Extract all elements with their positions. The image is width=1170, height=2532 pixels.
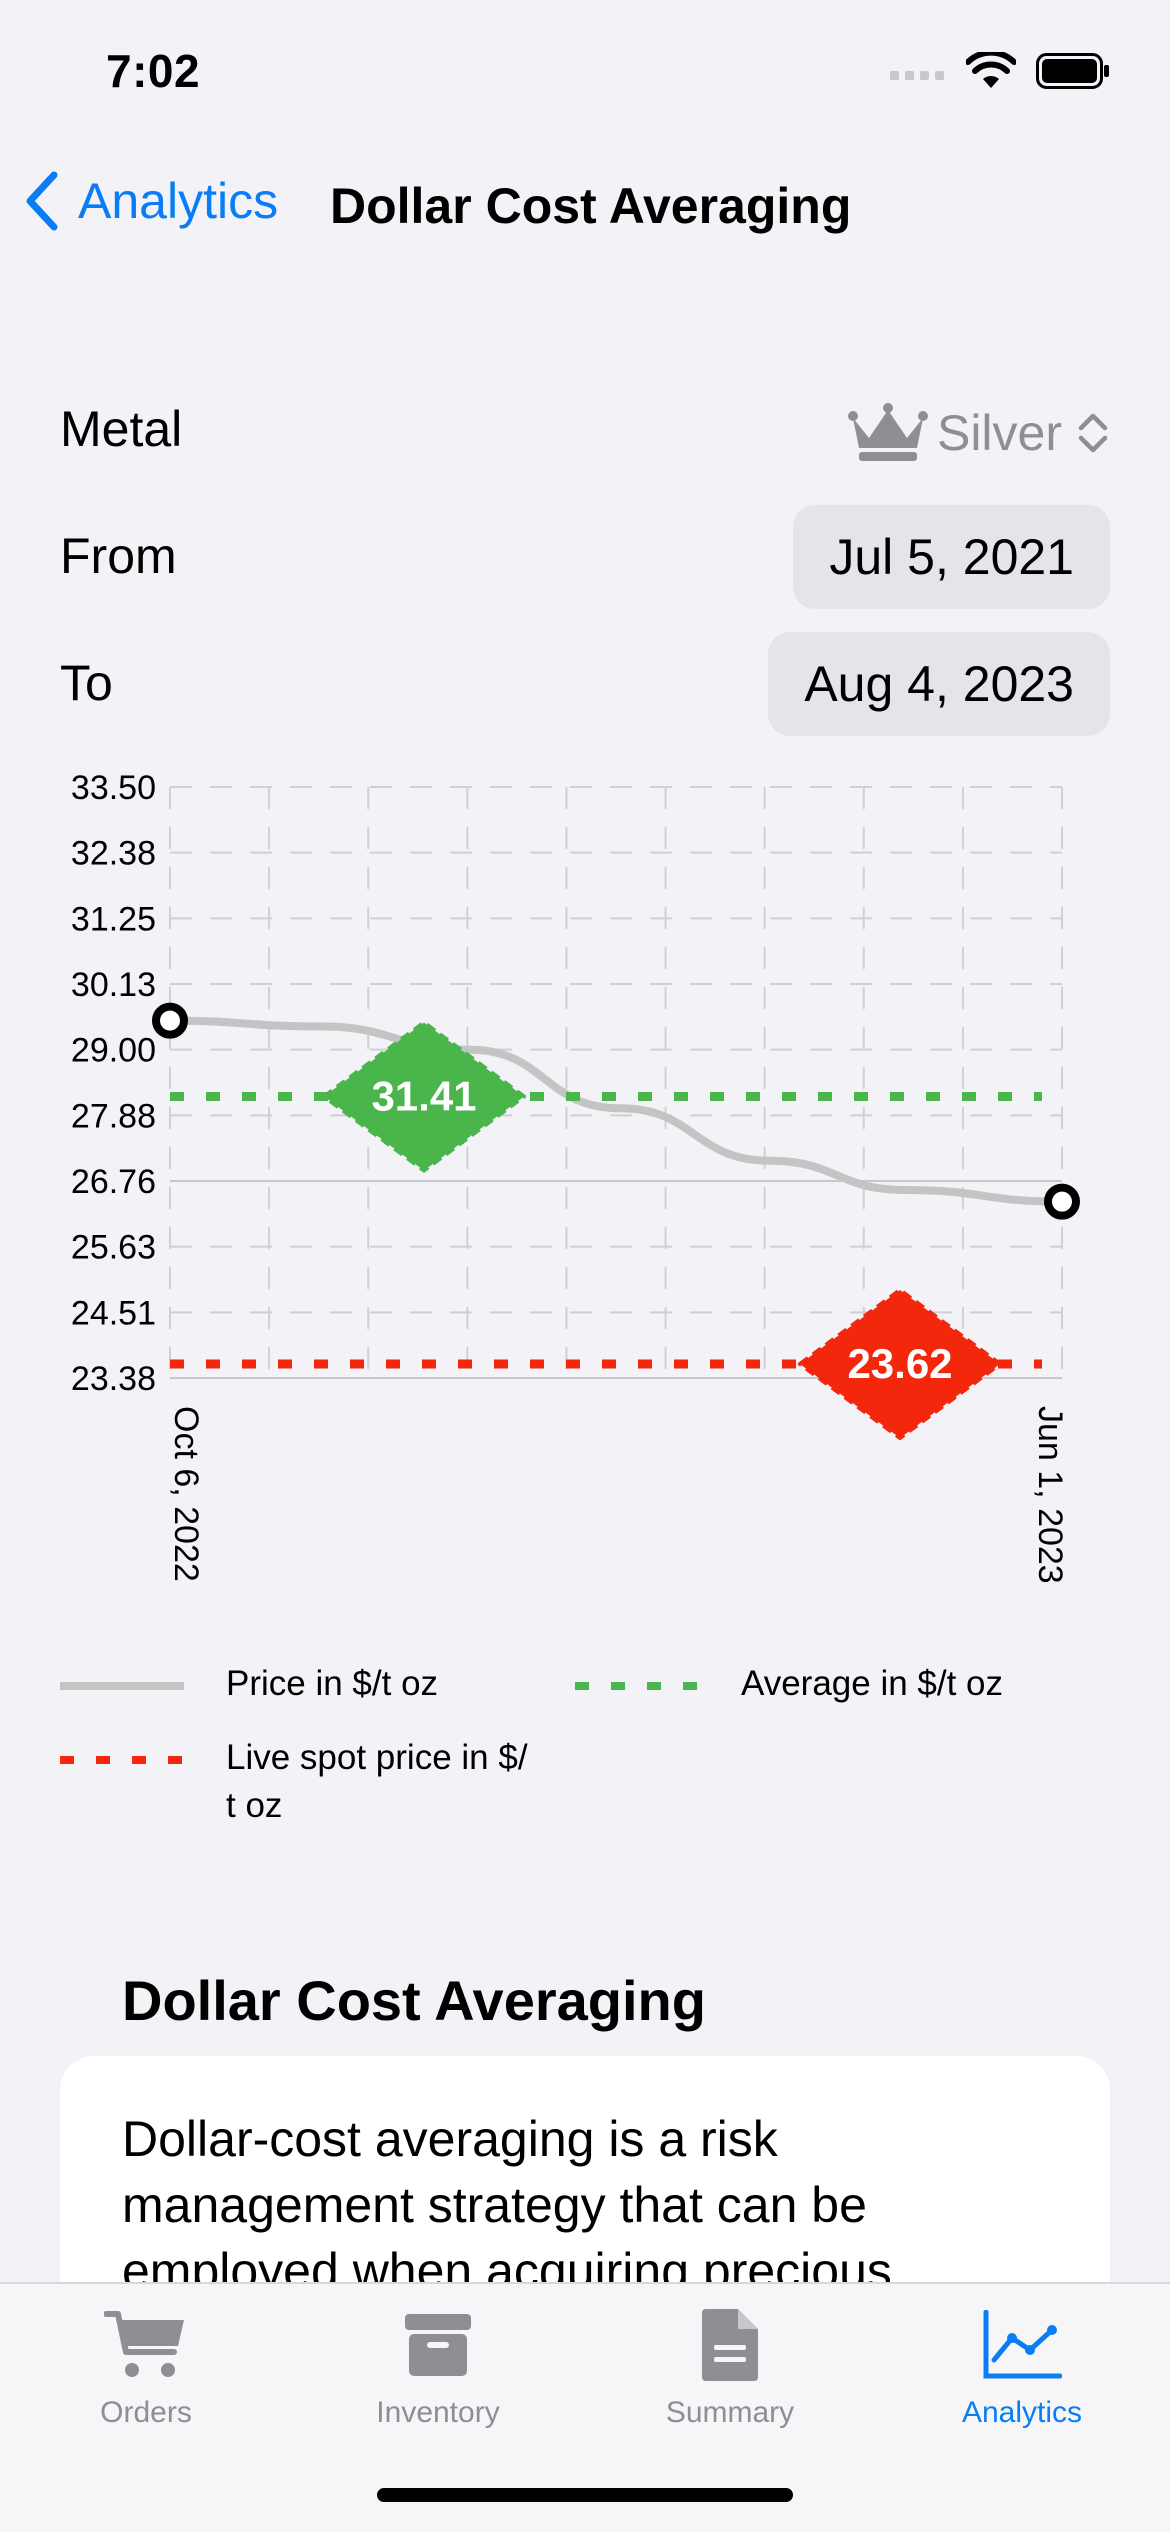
chart-legend: Price in $/t oz Average in $/t oz Live s… <box>60 1660 1110 1840</box>
tab-inventory[interactable]: Inventory <box>292 2284 584 2444</box>
tab-summary-label: Summary <box>665 2396 795 2429</box>
home-indicator <box>377 2488 793 2502</box>
average-badge <box>322 1020 526 1173</box>
tab-analytics-label: Analytics <box>961 2396 1083 2429</box>
x-tick-label: Oct 6, 2022 <box>167 1406 205 1582</box>
legend-item-average: Average in $/t oz <box>575 1660 1003 1708</box>
status-time: 7:02 <box>106 45 201 97</box>
to-date-button[interactable]: Aug 4, 2023 <box>768 632 1110 736</box>
tab-summary[interactable]: Summary <box>584 2284 876 2444</box>
wifi-icon <box>966 52 1016 88</box>
status-bar: 7:02 <box>0 0 1170 150</box>
price-end-point <box>1044 1183 1080 1220</box>
from-label: From <box>60 528 177 584</box>
x-tick-label: Jun 1, 2023 <box>1031 1406 1069 1584</box>
y-tick-label: 24.51 <box>71 1294 156 1332</box>
legend-label-average: Average in $/t oz <box>741 1664 1004 1703</box>
y-tick-label: 30.13 <box>71 966 156 1004</box>
archive-box-icon <box>405 2314 471 2376</box>
to-label: To <box>60 655 113 711</box>
y-tick-label: 23.38 <box>71 1360 156 1398</box>
average-badge-label: 31.41 <box>371 1073 476 1120</box>
legend-label-price: Price in $/t oz <box>226 1664 439 1703</box>
from-row: From Jul 5, 2021 <box>60 505 1110 609</box>
to-row: To Aug 4, 2023 <box>60 632 1110 736</box>
legend-item-price: Price in $/t oz <box>60 1660 438 1708</box>
metal-label: Metal <box>60 401 183 457</box>
crown-icon <box>847 403 928 461</box>
y-tick-label: 27.88 <box>71 1097 156 1135</box>
legend-swatch-spot <box>60 1756 184 1764</box>
spot-price-badge-label: 23.62 <box>847 1340 952 1387</box>
tab-orders[interactable]: Orders <box>0 2284 292 2444</box>
info-card-text: Dollar-cost averaging is a risk manageme… <box>122 2111 892 2299</box>
tab-orders-label: Orders <box>100 2396 192 2429</box>
legend-label-spot: Live spot price in $/ t oz <box>226 1738 528 1825</box>
tab-inventory-label: Inventory <box>376 2396 500 2429</box>
y-tick-label: 33.50 <box>71 769 156 807</box>
from-date-button[interactable]: Jul 5, 2021 <box>793 505 1110 609</box>
cart-icon <box>104 2311 184 2377</box>
document-icon <box>702 2309 758 2381</box>
page-title: Dollar Cost Averaging <box>330 178 852 234</box>
cellular-signal-icon <box>890 71 944 80</box>
legend-swatch-average <box>575 1682 699 1690</box>
chevron-left-icon <box>26 171 58 231</box>
navigation-bar: Analytics Dollar Cost Averaging <box>0 165 1170 255</box>
metal-picker-value: Silver <box>936 405 1062 461</box>
chart-line-icon <box>983 2310 1062 2379</box>
y-tick-label: 26.76 <box>71 1163 156 1201</box>
tab-analytics[interactable]: Analytics <box>876 2284 1168 2444</box>
metal-picker[interactable]: Silver <box>847 402 1110 464</box>
price-series-line <box>166 1016 1066 1206</box>
section-title: Dollar Cost Averaging <box>122 1969 706 2032</box>
dca-chart: 33.50 32.38 31.25 30.13 29.00 27.88 26.76 25.63… <box>71 769 1080 1584</box>
legend-item-spot: Live spot price in $/ t oz <box>60 1734 606 1830</box>
legend-swatch-price <box>60 1682 184 1690</box>
y-tick-label: 31.25 <box>71 900 156 938</box>
status-icons <box>890 52 1110 90</box>
back-button[interactable]: Analytics <box>24 171 278 231</box>
metal-row: Metal Silver <box>60 380 1110 484</box>
back-button-label: Analytics <box>78 173 279 229</box>
y-tick-label: 32.38 <box>71 835 156 873</box>
y-tick-label: 25.63 <box>71 1229 156 1267</box>
chevron-up-down-icon <box>1078 413 1108 453</box>
price-start-point <box>152 1002 188 1039</box>
battery-icon <box>1036 53 1109 89</box>
y-tick-label: 29.00 <box>71 1032 156 1070</box>
